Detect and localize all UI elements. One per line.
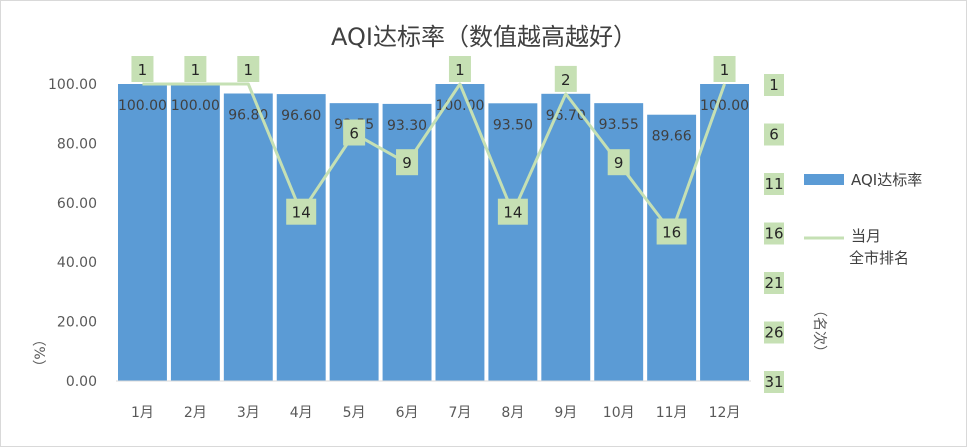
bar-value-label: 100.00 — [700, 98, 749, 114]
x-tick-label: 11月 — [656, 405, 688, 421]
y-right-tick-label: 21 — [764, 274, 783, 292]
rank-label: 14 — [292, 204, 311, 222]
y-right-tick-box — [764, 272, 784, 294]
bar — [118, 84, 167, 381]
y-axis-left: 0.00 20.00 40.00 60.00 80.00 100.00 — [48, 77, 97, 390]
y-right-tick-label: 1 — [769, 76, 779, 94]
rank-label-box — [237, 56, 260, 82]
rank-label: 2 — [561, 71, 571, 89]
y-right-tick-label: 11 — [764, 175, 783, 193]
bar-value-label: 93.55 — [599, 117, 639, 133]
rank-label-box — [607, 149, 630, 176]
bar — [488, 103, 538, 382]
rank-label: 9 — [402, 154, 412, 172]
x-tick-label: 10月 — [603, 405, 635, 421]
rank-label-box — [396, 149, 419, 176]
legend-label-line: 全市排名 — [849, 249, 909, 267]
bar-value-label: 100.00 — [118, 98, 167, 114]
x-tick-label: 2月 — [184, 405, 207, 421]
y-left-tick-label: 60.00 — [57, 196, 97, 212]
rank-label: 1 — [244, 61, 254, 79]
bar — [382, 103, 432, 382]
y-right-tick-box — [764, 371, 784, 393]
rank-label: 9 — [614, 154, 624, 172]
y-right-tick-label: 16 — [764, 225, 783, 243]
bar-value-label: 93.50 — [493, 117, 533, 133]
rank-label-box — [497, 198, 528, 225]
x-tick-label: 7月 — [448, 405, 471, 421]
rank-label: 16 — [662, 224, 681, 242]
y-axis-left-label: （%） — [33, 332, 49, 373]
x-axis: 1月 2月 3月 4月 5月 6月 7月 8月 9月 10月 11月 12月 — [116, 380, 751, 421]
bar-value-label: 96.60 — [281, 108, 321, 124]
rank-label: 6 — [349, 125, 359, 143]
bar — [541, 93, 591, 382]
y-right-tick-box — [764, 321, 784, 344]
y-right-tick-label: 6 — [769, 126, 779, 144]
bar — [276, 94, 326, 382]
x-tick-label: 5月 — [343, 405, 366, 421]
y-right-tick-box — [764, 173, 784, 195]
y-axis-right-label: （名次） — [811, 303, 827, 359]
rank-label: 1 — [455, 61, 465, 79]
x-tick-label: 1月 — [131, 405, 154, 421]
legend-label-line: 当月 — [851, 227, 881, 245]
rank-label-box — [343, 119, 366, 146]
bar — [329, 103, 379, 382]
chart-title: AQI达标率（数值越高越好） — [331, 23, 637, 51]
x-tick-label: 12月 — [709, 405, 741, 421]
bar — [223, 93, 273, 381]
x-tick-label: 6月 — [396, 405, 419, 421]
y-right-tick-box — [764, 123, 784, 146]
y-left-tick-label: 20.00 — [57, 315, 97, 331]
legend-swatch-bar — [804, 174, 844, 185]
rank-label: 1 — [720, 61, 730, 79]
bar — [594, 103, 644, 382]
rank-label-box — [184, 56, 207, 82]
x-tick-label: 8月 — [501, 405, 524, 421]
x-tick-label: 4月 — [290, 405, 313, 421]
rank-label-box — [131, 56, 154, 82]
y-right-tick-label: 31 — [764, 373, 783, 391]
rank-label-box — [656, 218, 687, 245]
y-right-tick-box — [764, 222, 784, 245]
y-left-tick-label: 40.00 — [57, 255, 97, 271]
bar-value-label: 89.66 — [652, 129, 692, 145]
line-series: 1 1 1 14 6 9 1 14 2 9 16 1 — [131, 56, 736, 245]
y-left-tick-label: 80.00 — [57, 136, 97, 152]
bar — [170, 84, 220, 381]
y-right-tick-label: 26 — [764, 324, 783, 342]
rank-label-box — [286, 198, 317, 225]
x-tick-label: 9月 — [554, 405, 577, 421]
bar-value-label: 100.00 — [171, 98, 220, 114]
bar-series: 100.00100.0096.8096.6093.5593.30100.0093… — [118, 84, 749, 382]
rank-label: 1 — [138, 61, 148, 79]
y-right-tick-box — [764, 74, 784, 96]
y-left-tick-label: 0.00 — [66, 374, 97, 390]
rank-label-box — [448, 56, 471, 82]
x-tick-label: 3月 — [237, 405, 260, 421]
rank-label: 14 — [503, 204, 522, 222]
y-left-tick-label: 100.00 — [48, 77, 97, 93]
bar — [647, 114, 697, 381]
rank-label-box — [554, 65, 577, 92]
bar — [435, 84, 485, 381]
rank-label: 1 — [191, 61, 201, 79]
bar-value-label: 93.30 — [387, 118, 427, 134]
rank-label-box — [713, 56, 736, 82]
legend-label-bar: AQI达标率 — [851, 171, 922, 189]
